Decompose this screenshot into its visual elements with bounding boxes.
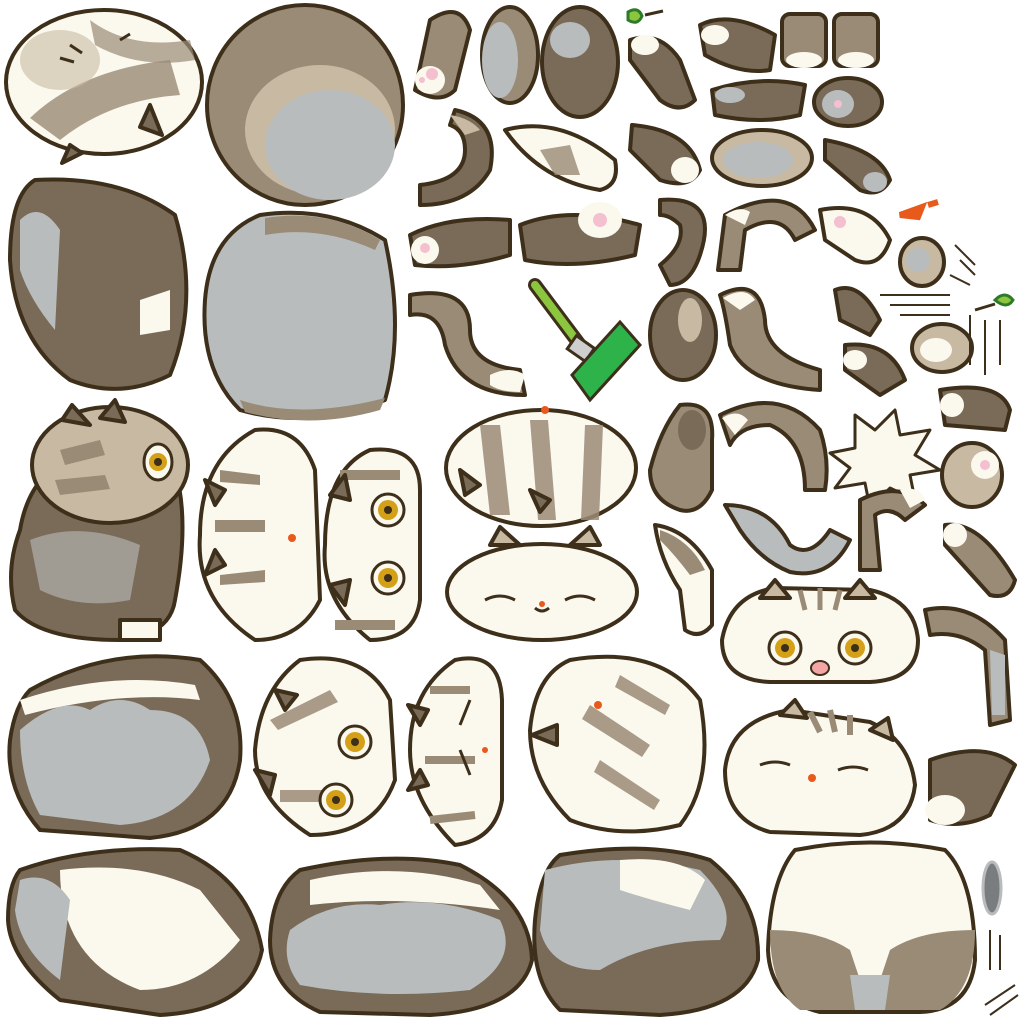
tail-2 (418, 108, 494, 207)
paw-13 (843, 342, 907, 397)
dot-grey (981, 860, 1003, 916)
tail-3 (503, 124, 618, 192)
paw-14 (938, 385, 1012, 432)
paws-standing (780, 12, 880, 68)
cat-sleeping-curled (4, 8, 204, 165)
body-rolled (528, 654, 707, 834)
motion-lines-2 (880, 294, 1001, 375)
fur-blob-large-6 (268, 856, 534, 1017)
head-grumpy-rotated (406, 656, 504, 847)
paw-2 (698, 17, 777, 73)
fur-blob-large-4 (7, 654, 243, 840)
fur-blob-large-7 (532, 846, 761, 1017)
motion-lines-3 (984, 930, 1019, 1016)
tail-11 (858, 488, 927, 572)
paw-1 (413, 10, 472, 100)
tail-7 (718, 286, 822, 392)
motion-lines-1 (949, 244, 976, 286)
paw-12 (910, 322, 974, 374)
paw-15 (940, 441, 1004, 509)
tail-13 (923, 606, 1012, 727)
fur-blob-large-8 (766, 840, 977, 1014)
head-surprised-tilted (253, 656, 397, 837)
tail-1 (628, 35, 697, 110)
head-surprised (720, 578, 920, 684)
body-top-view (444, 406, 638, 528)
fur-blob-small-4 (648, 288, 718, 382)
tail-4 (658, 197, 707, 287)
tail-6 (408, 291, 527, 397)
paw-17 (925, 749, 1017, 826)
fur-blob-large-1 (205, 3, 405, 207)
fur-blob-large-3 (202, 210, 397, 421)
fur-blob-large-5 (6, 847, 264, 1017)
paw-10 (898, 236, 946, 288)
paw-3 (710, 79, 807, 122)
grooming-clip-right (974, 293, 1015, 312)
grooming-brush (528, 278, 643, 403)
fur-blob-large-2 (8, 177, 189, 391)
paw-7 (408, 217, 512, 269)
tail-12 (653, 523, 714, 636)
fur-blob-small-1 (480, 5, 540, 105)
head-closed-eyes (445, 525, 639, 642)
paw-4 (812, 76, 884, 128)
paw-11 (833, 286, 882, 337)
tail-8 (648, 402, 715, 513)
paw-5 (628, 123, 702, 186)
fur-blob-small-3 (710, 128, 814, 188)
tail-10 (723, 503, 852, 576)
head-sleeping (723, 698, 917, 837)
paw-8 (518, 202, 642, 266)
accent-marks-orange (898, 199, 939, 221)
grooming-clip-small (626, 8, 664, 24)
cat-sitting (9, 398, 190, 642)
paw-16 (943, 522, 1017, 598)
head-sleeping-rotated (197, 427, 322, 642)
fur-blob-small-2 (540, 5, 620, 119)
paw-6 (823, 138, 892, 195)
tail-5 (716, 198, 817, 272)
paw-9 (818, 206, 892, 265)
head-surprised-rotated (322, 447, 422, 642)
tail-9 (718, 401, 829, 492)
